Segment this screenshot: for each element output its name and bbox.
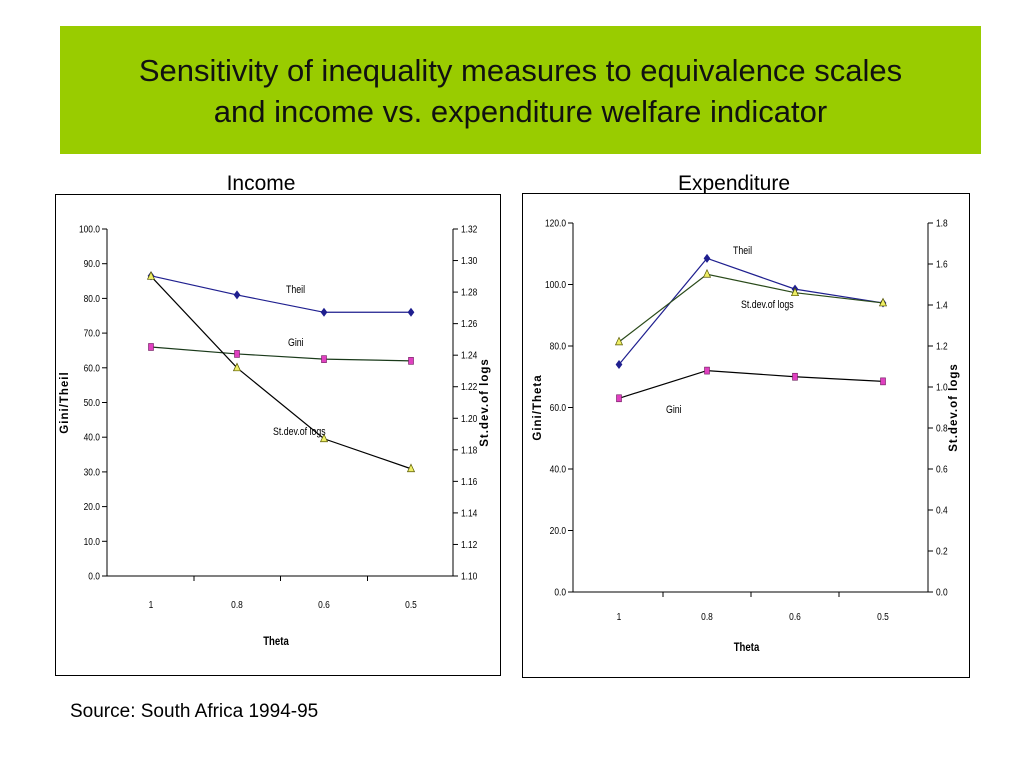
income-right-tick-label: 1.24 (461, 350, 477, 362)
expenditure-right-tick-label: 0.8 (936, 423, 948, 435)
income-left-tick-label: 30.0 (84, 467, 100, 479)
expenditure-st-dev-of-logs-point (790, 287, 800, 297)
income-st-dev-of-logs-point (406, 463, 416, 473)
expenditure-gini-point (616, 394, 622, 403)
slide-title-line-1: Sensitivity of inequality measures to eq… (138, 53, 903, 88)
expenditure-right-tick-label: 0.0 (936, 587, 948, 599)
expenditure-gini-point (792, 372, 798, 381)
expenditure-x-tick-label: 0.5 (877, 611, 889, 623)
income-panel-heading: Income (226, 172, 296, 195)
income-left-axis-title: Gini/Theil (59, 371, 71, 433)
expenditure-gini-line (618, 369, 884, 399)
income-left-tick-label: 40.0 (84, 432, 100, 444)
expenditure-st-dev-of-logs-label: St.dev.of logs (741, 299, 794, 311)
income-x-tick-label: 0.5 (405, 599, 417, 611)
income-gini-point (234, 350, 240, 358)
income-right-tick-label: 1.26 (461, 318, 477, 330)
income-left-tick-label: 70.0 (84, 328, 100, 340)
income-right-tick-label: 1.14 (461, 508, 477, 520)
expenditure-left-tick-label: 0.0 (554, 587, 566, 599)
income-left-tick-label: 20.0 (84, 501, 100, 513)
income-left-tick-label: 80.0 (84, 293, 100, 305)
expenditure-left-tick-label: 100.0 (545, 279, 566, 291)
expenditure-theil-point (615, 359, 623, 369)
expenditure-right-tick-label: 1.4 (936, 300, 948, 312)
income-right-tick-label: 1.10 (461, 571, 477, 583)
income-st-dev-of-logs-point (146, 270, 156, 280)
income-x-tick-label: 0.8 (231, 599, 243, 611)
expenditure-left-tick-label: 40.0 (550, 464, 566, 476)
expenditure-theil-label: Theil (733, 245, 752, 257)
slide-title: Sensitivity of inequality measures to eq… (60, 50, 981, 132)
income-right-tick-label: 1.20 (461, 413, 477, 425)
income-right-tick-label: 1.18 (461, 444, 477, 456)
income-x-tick-label: 0.6 (318, 599, 330, 611)
expenditure-x-tick-label: 1 (617, 611, 622, 623)
expenditure-right-axis-title: St.dev.of logs (948, 363, 960, 452)
income-gini-point (148, 343, 154, 351)
expenditure-right-tick-label: 0.6 (936, 464, 948, 476)
income-left-tick-label: 0.0 (88, 571, 100, 583)
expenditure-left-tick-label: 20.0 (550, 525, 566, 537)
income-theil-point (233, 290, 241, 300)
income-left-tick-label: 60.0 (84, 362, 100, 374)
income-left-tick-label: 90.0 (84, 258, 100, 270)
expenditure-gini-point (704, 366, 710, 375)
income-left-tick-label: 50.0 (84, 397, 100, 409)
expenditure-left-tick-label: 120.0 (545, 218, 566, 230)
income-right-tick-label: 1.30 (461, 255, 477, 267)
expenditure-st-dev-of-logs-line (618, 273, 884, 343)
income-x-axis-title: Theta (263, 635, 289, 648)
expenditure-right-tick-label: 1.8 (936, 218, 948, 230)
expenditure-x-tick-label: 0.8 (701, 611, 713, 623)
income-chart-panel: 0.0 10.0 20.0 30.0 40.0 50.0 60.0 70.0 80.0 90.0 1… (55, 194, 501, 676)
expenditure-chart: 0.0 20.0 40.0 60.0 80.0 100.0 120.0 0.0 0.2 0.4 0.… (532, 218, 960, 655)
expenditure-panel-heading: Expenditure (677, 172, 791, 195)
income-right-tick-label: 1.28 (461, 287, 477, 299)
expenditure-st-dev-of-logs-point (702, 268, 712, 278)
title-banner: Sensitivity of inequality measures to eq… (60, 26, 981, 154)
income-gini-line (150, 346, 412, 362)
income-st-dev-of-logs-label: St.dev.of logs (273, 426, 326, 438)
income-right-axis-title: St.dev.of logs (479, 358, 491, 447)
income-left-tick-label: 10.0 (84, 536, 100, 548)
expenditure-gini-point (880, 377, 886, 386)
expenditure-right-tick-label: 0.2 (936, 546, 948, 558)
income-gini-point (321, 355, 327, 363)
expenditure-left-tick-label: 60.0 (550, 402, 566, 414)
income-theil-point (407, 307, 415, 317)
income-st-dev-of-logs-line (150, 275, 412, 470)
income-gini-point (408, 357, 414, 365)
expenditure-x-tick-label: 0.6 (789, 611, 801, 623)
income-theil-point (320, 307, 328, 317)
income-theil-line (150, 275, 411, 313)
expenditure-right-tick-label: 0.4 (936, 505, 948, 517)
expenditure-left-axis-title: Gini/Theta (532, 374, 544, 440)
income-st-dev-of-logs-point (232, 362, 242, 372)
expenditure-right-tick-label: 1.2 (936, 341, 948, 353)
income-left-tick-label: 100.0 (79, 224, 100, 236)
income-gini-label: Gini (288, 337, 304, 349)
expenditure-left-tick-label: 80.0 (550, 341, 566, 353)
income-x-tick-label: 1 (149, 599, 154, 611)
income-right-tick-label: 1.12 (461, 539, 477, 551)
expenditure-x-axis-title: Theta (734, 641, 760, 654)
expenditure-st-dev-of-logs-point (614, 336, 624, 346)
expenditure-theil-line (618, 257, 884, 365)
income-right-tick-label: 1.16 (461, 476, 477, 488)
slide-title-line-2: and income vs. expenditure welfare indic… (213, 94, 828, 129)
expenditure-right-tick-label: 1.6 (936, 259, 948, 271)
expenditure-chart-panel: 0.0 20.0 40.0 60.0 80.0 100.0 120.0 0.0 0.2 0.4 0.… (522, 193, 970, 678)
expenditure-theil-point (703, 253, 711, 263)
income-right-tick-label: 1.32 (461, 224, 477, 236)
income-chart: 0.0 10.0 20.0 30.0 40.0 50.0 60.0 70.0 80.0 90.0 1… (59, 224, 491, 649)
income-theil-label: Theil (286, 284, 305, 296)
source-note: Source: South Africa 1994-95 (70, 701, 319, 722)
income-st-dev-of-logs-point (319, 433, 329, 443)
income-right-tick-label: 1.22 (461, 381, 477, 393)
expenditure-gini-label: Gini (666, 404, 682, 416)
expenditure-st-dev-of-logs-point (878, 297, 888, 307)
expenditure-right-tick-label: 1.0 (936, 382, 948, 394)
